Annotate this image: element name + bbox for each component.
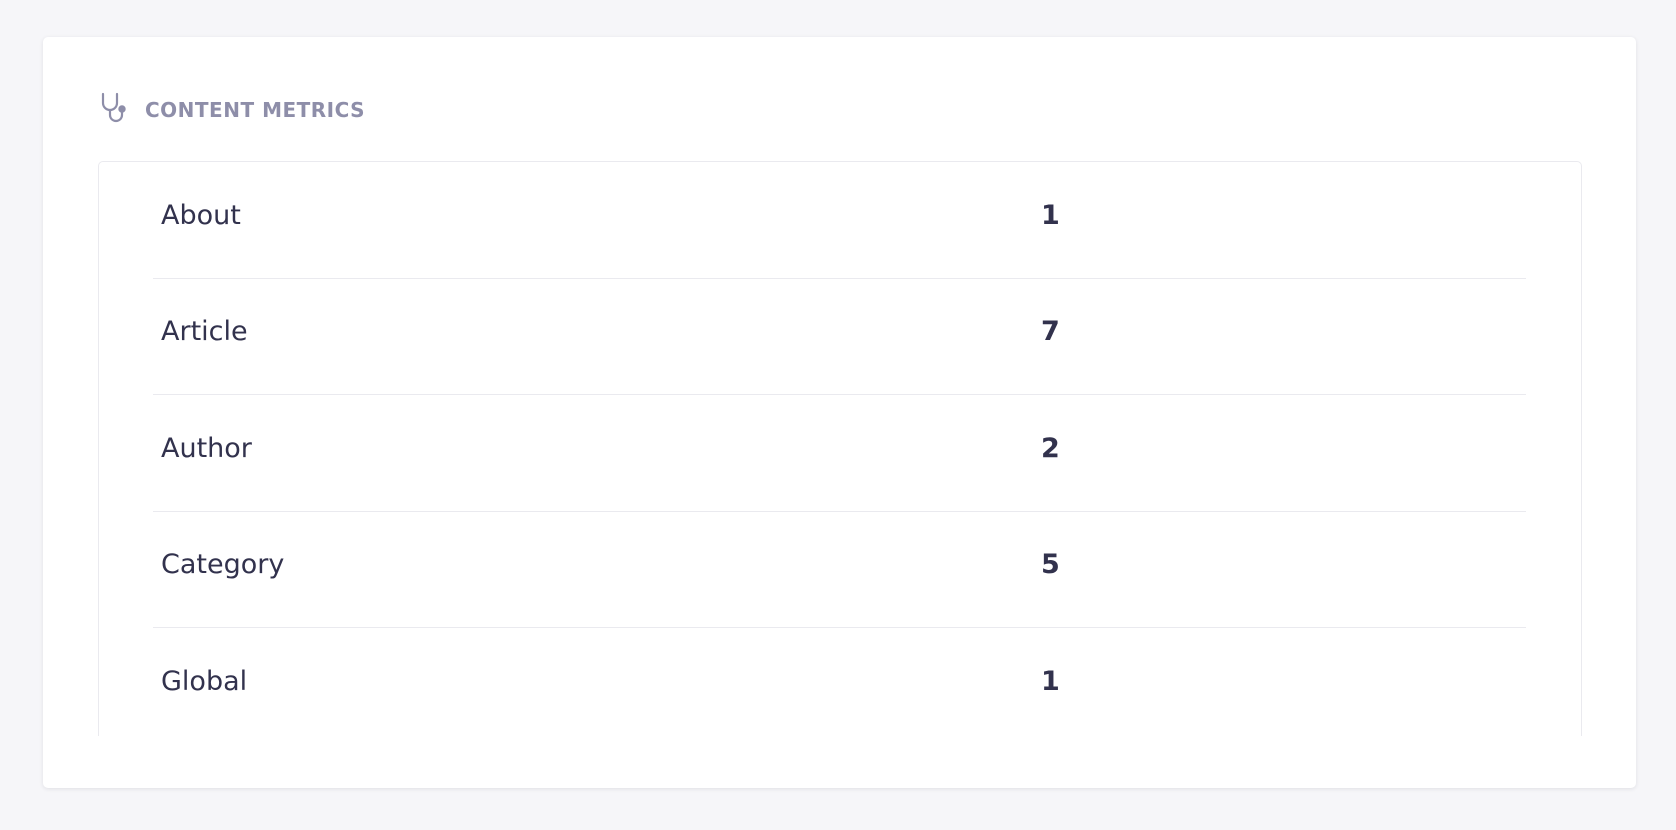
row-label: Global — [161, 666, 248, 697]
row-value: 1 — [1041, 666, 1060, 697]
card-header: CONTENT METRICS — [99, 91, 365, 129]
row-label: Category — [161, 549, 285, 580]
row-value: 5 — [1041, 549, 1060, 580]
table-row: Article 7 — [153, 278, 1526, 395]
stethoscope-icon — [99, 91, 131, 129]
row-value: 2 — [1041, 433, 1060, 464]
content-metrics-card: CONTENT METRICS About 1 Article 7 Author… — [43, 37, 1636, 788]
table-row: Global 1 — [153, 628, 1526, 736]
row-label: About — [161, 200, 241, 231]
table-row: Author 2 — [153, 395, 1526, 512]
card-title: CONTENT METRICS — [145, 98, 366, 122]
table-row: Category 5 — [153, 511, 1526, 628]
table-row: About 1 — [153, 162, 1526, 279]
row-label: Article — [161, 316, 248, 347]
row-value: 1 — [1041, 200, 1060, 231]
row-label: Author — [161, 433, 252, 464]
row-value: 7 — [1041, 316, 1060, 347]
metrics-table: About 1 Article 7 Author 2 Category 5 Gl… — [98, 161, 1582, 736]
